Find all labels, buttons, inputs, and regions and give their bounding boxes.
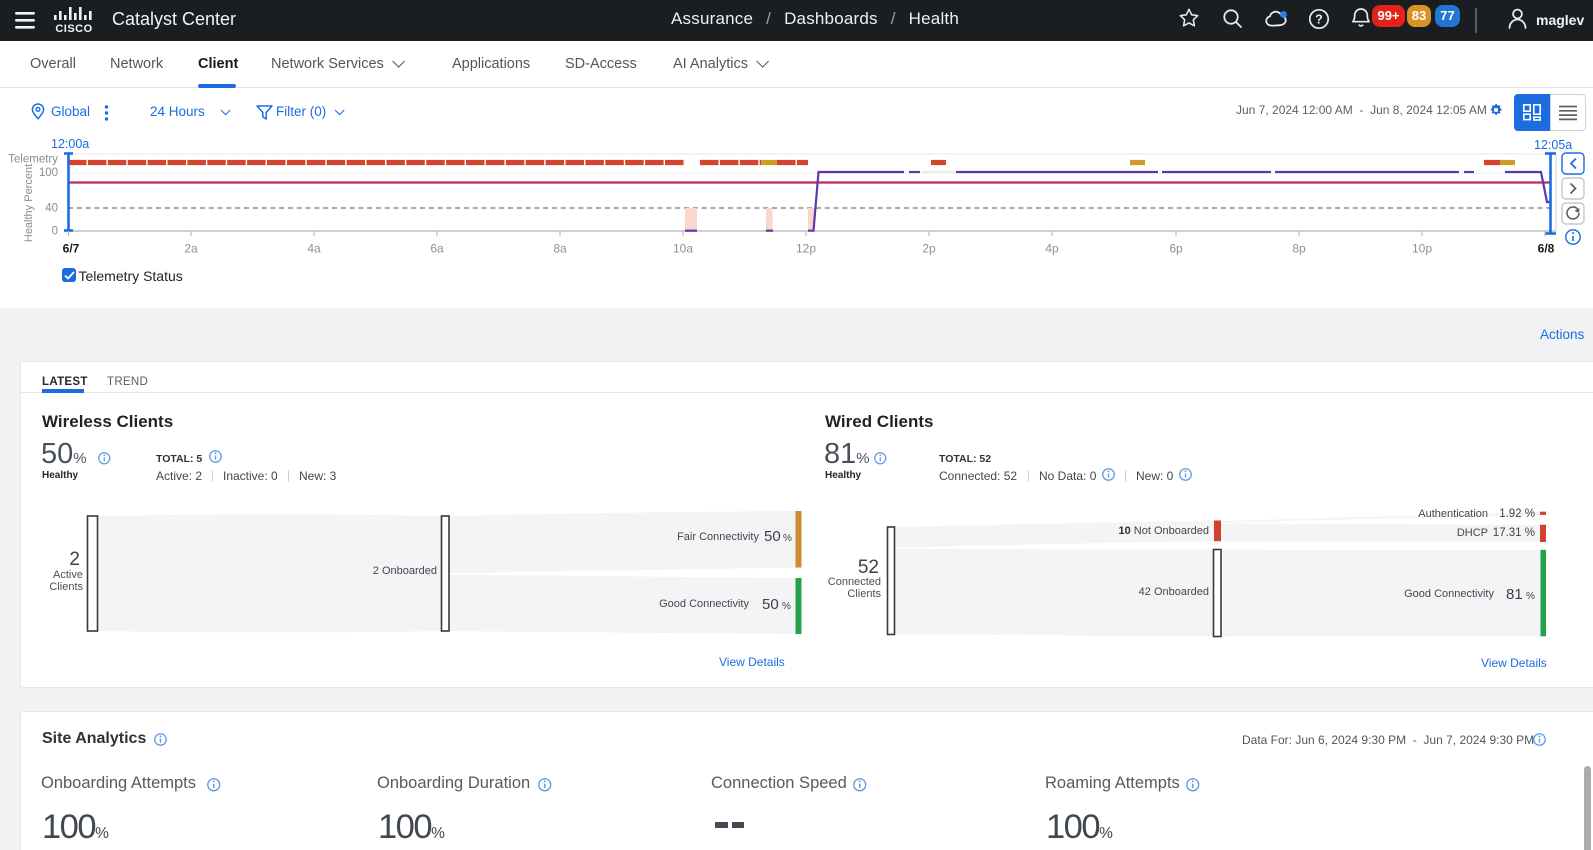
svg-text:2 Onboarded: 2 Onboarded — [373, 565, 437, 577]
svg-text:CISCO: CISCO — [55, 23, 92, 34]
svg-text:52: 52 — [858, 557, 879, 578]
svg-text:10 Not Onboarded: 10 Not Onboarded — [1118, 525, 1209, 537]
svg-text:Healthy Percent: Healthy Percent — [23, 164, 35, 242]
svg-text:Authentication: Authentication — [1418, 508, 1488, 520]
svg-text:6/7: 6/7 — [63, 242, 80, 256]
svg-text:42 Onboarded: 42 Onboarded — [1139, 586, 1209, 598]
svg-text:Connected: Connected — [828, 576, 881, 588]
svg-text:81: 81 — [1506, 586, 1523, 603]
svg-text:50: 50 — [764, 528, 781, 545]
svg-text:8a: 8a — [553, 242, 567, 256]
svg-text:50: 50 — [762, 596, 779, 613]
svg-text:10p: 10p — [1412, 242, 1432, 256]
svg-text:10a: 10a — [673, 242, 693, 256]
svg-text:2p: 2p — [922, 242, 936, 256]
svg-text:2a: 2a — [184, 242, 198, 256]
svg-text:40: 40 — [45, 203, 58, 215]
svg-text:Clients: Clients — [847, 588, 881, 600]
svg-text:Telemetry: Telemetry — [8, 154, 58, 166]
svg-text:4a: 4a — [307, 242, 321, 256]
svg-text:6a: 6a — [430, 242, 444, 256]
svg-text:12p: 12p — [796, 242, 816, 256]
svg-text:17.31 %: 17.31 % — [1493, 527, 1535, 539]
svg-text:100: 100 — [39, 167, 58, 179]
svg-text:6/8: 6/8 — [1538, 242, 1555, 256]
svg-text:Clients: Clients — [49, 581, 83, 593]
svg-text:%: % — [1526, 591, 1535, 602]
svg-text:4p: 4p — [1045, 242, 1059, 256]
svg-text:12:05a: 12:05a — [1534, 138, 1572, 152]
svg-text:%: % — [783, 533, 792, 544]
svg-text:Active: Active — [53, 569, 83, 581]
svg-text:Good Connectivity: Good Connectivity — [659, 598, 749, 610]
svg-text:%: % — [782, 601, 791, 612]
svg-text:DHCP: DHCP — [1457, 527, 1488, 539]
svg-text:1.92 %: 1.92 % — [1499, 508, 1535, 520]
svg-text:0: 0 — [52, 226, 58, 238]
svg-text:8p: 8p — [1292, 242, 1306, 256]
svg-text:?: ? — [1315, 12, 1323, 26]
svg-text:12:00a: 12:00a — [51, 137, 89, 151]
svg-text:2: 2 — [69, 549, 80, 570]
svg-text:6p: 6p — [1169, 242, 1183, 256]
svg-text:Fair Connectivity: Fair Connectivity — [677, 531, 759, 543]
svg-text:Good Connectivity: Good Connectivity — [1404, 588, 1494, 600]
